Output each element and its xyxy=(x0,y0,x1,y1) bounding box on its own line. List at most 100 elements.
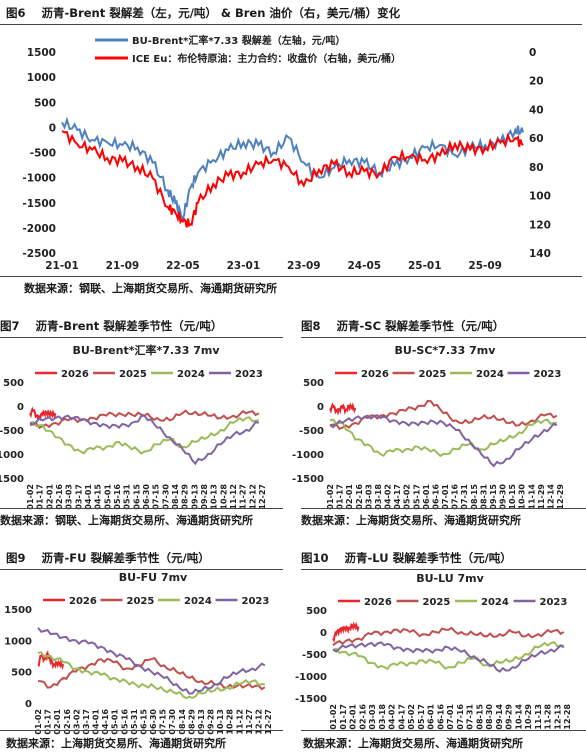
fig7-y-tick: -1000 xyxy=(0,450,24,461)
fig7-source-rule xyxy=(0,508,283,509)
fig8-x-tick: 11-14 xyxy=(527,484,536,510)
fig7-series-line-2026 xyxy=(29,406,57,423)
fig7-y-tick: -1500 xyxy=(0,474,24,485)
fig7-x-tick: 02-01 xyxy=(45,484,54,510)
fig7-legend-label: 2025 xyxy=(119,369,147,380)
fig10-x-tick: 02-16 xyxy=(358,704,367,730)
fig7-x-tick: 08-14 xyxy=(171,484,180,510)
fig7-x-tick: 01-02 xyxy=(26,484,35,510)
fig7-x-tick: 10-28 xyxy=(219,484,228,510)
fig10-chart-title: BU-LU 7mv xyxy=(416,572,484,585)
fig10-legend-label: 2026 xyxy=(364,597,392,608)
fig10-series-line-2026 xyxy=(332,621,360,643)
fig9-x-tick: 03-02 xyxy=(72,709,81,735)
fig8-x-tick: 12-14 xyxy=(546,484,555,510)
fig9-x-tick: 04-01 xyxy=(92,709,101,735)
fig10-x-tick: 05-17 xyxy=(417,704,426,730)
fig9-x-tick: 07-15 xyxy=(159,709,168,735)
fig9-x-tick: 11-12 xyxy=(235,709,244,735)
fig6-source-rule xyxy=(0,276,582,277)
fig6-y-tick-right: 140 xyxy=(529,248,551,260)
fig6-x-tick: 23-01 xyxy=(227,260,261,272)
fig6-source: 数据来源：钢联、上海期货交易所、海通期货研究所 xyxy=(24,282,277,295)
fig8-x-tick: 01-02 xyxy=(326,484,335,510)
fig8-title: 沥青-SC 裂解差季节性（元/吨） xyxy=(336,319,505,333)
fig8-x-tick: 03-03 xyxy=(364,484,373,510)
fig7-x-tick: 05-16 xyxy=(113,484,122,510)
fig6-x-tick: 21-09 xyxy=(106,260,140,272)
fig10-x-tick: 11-28 xyxy=(544,704,553,730)
fig9-chart-title: BU-FU 7mv xyxy=(119,571,188,584)
fig8-x-tick: 09-30 xyxy=(499,484,508,510)
fig10-header-rule xyxy=(301,569,586,570)
fig6-y-tick-left: -500 xyxy=(30,148,56,160)
fig9-x-tick: 01-02 xyxy=(34,709,43,735)
fig8-chart-title: BU-SC*7.33 7mv xyxy=(395,344,497,357)
fig8-label: 图8 xyxy=(301,319,321,333)
fig6-y-tick-left: -1500 xyxy=(22,198,56,210)
fig9-source-rule xyxy=(0,730,283,731)
fig10-x-tick: 07-01 xyxy=(446,704,455,730)
fig6-label: 图6 xyxy=(6,6,26,20)
fig9-series-line-2024 xyxy=(37,651,265,700)
fig6-series-line-2 xyxy=(61,130,524,228)
fig6-x-tick: 25-09 xyxy=(468,260,502,272)
fig6-header: 图6 沥青-Brent 裂解差（左，元/吨） & Bren 油价（右，美元/桶）… xyxy=(6,5,400,21)
fig8-source: 数据来源：上海期货交易所、海通期货研究所 xyxy=(301,514,521,527)
fig7-x-tick: 02-16 xyxy=(55,484,64,510)
fig6-x-tick: 24-05 xyxy=(347,260,381,272)
fig9-x-tick: 02-16 xyxy=(63,709,72,735)
fig10-x-tick: 10-14 xyxy=(514,704,523,730)
fig9-legend-label: 2024 xyxy=(184,596,212,607)
fig7-legend-label: 2026 xyxy=(61,369,89,380)
fig6-y-tick-left: 1500 xyxy=(27,47,56,59)
fig6-x-tick: 22-05 xyxy=(166,260,200,272)
fig9-x-tick: 05-01 xyxy=(111,709,120,735)
fig8-legend-label: 2023 xyxy=(534,369,562,380)
fig10-series-line-2023 xyxy=(332,641,565,673)
fig10-x-tick: 05-02 xyxy=(407,704,416,730)
fig9-x-tick: 08-14 xyxy=(178,709,187,735)
fig7-x-tick: 04-01 xyxy=(84,484,93,510)
fig7-legend-label: 2023 xyxy=(235,369,263,380)
fig9-y-tick: 0 xyxy=(25,699,32,710)
fig10-y-tick: -500 xyxy=(302,650,327,661)
fig8-x-tick: 06-01 xyxy=(422,484,431,510)
fig10-x-tick: 11-13 xyxy=(534,704,543,730)
fig7-x-tick: 07-15 xyxy=(152,484,161,510)
fig8-x-tick: 12-29 xyxy=(556,484,565,510)
fig8-series-line-2023 xyxy=(329,414,558,468)
fig10-x-tick: 08-15 xyxy=(475,704,484,730)
fig9-x-tick: 10-28 xyxy=(226,709,235,735)
fig8-source-rule xyxy=(301,508,586,509)
fig6-legend-label: BU-Brent*汇率*7.33 裂解差（左轴，元/吨） xyxy=(132,34,345,47)
fig7-header-rule xyxy=(0,337,283,338)
fig8-header: 图8 沥青-SC 裂解差季节性（元/吨） xyxy=(301,318,504,334)
fig10-x-tick: 03-03 xyxy=(368,704,377,730)
fig6-title: 沥青-Brent 裂解差（左，元/吨） & Bren 油价（右，美元/桶）变化 xyxy=(41,6,401,20)
fig10-x-tick: 12-28 xyxy=(563,704,572,730)
fig10-x-tick: 09-29 xyxy=(505,704,514,730)
fig7-title: 沥青-Brent 裂解差季节性（元/吨） xyxy=(35,319,223,333)
fig10-x-tick: 07-31 xyxy=(466,704,475,730)
fig9-x-tick: 09-28 xyxy=(207,709,216,735)
fig7-y-tick: 0 xyxy=(17,402,24,413)
fig7-series-line-2025 xyxy=(29,409,260,429)
fig6-x-tick: 23-09 xyxy=(287,260,321,272)
fig6-y-tick-right: 0 xyxy=(529,47,536,59)
fig8-x-tick: 11-29 xyxy=(537,484,546,510)
fig6-y-tick-right: 40 xyxy=(529,104,544,116)
fig9-series-line-2023 xyxy=(37,627,266,695)
fig8-x-tick: 10-15 xyxy=(508,484,517,510)
fig10-legend-label: 2023 xyxy=(540,597,568,608)
fig10-x-tick: 01-17 xyxy=(339,704,348,730)
fig6-y-tick-left: -1000 xyxy=(22,173,56,185)
fig10-source-rule xyxy=(301,730,586,731)
fig6-y-tick-left: 1000 xyxy=(27,72,56,84)
fig10-x-tick: 06-16 xyxy=(436,704,445,730)
fig9-x-tick: 04-16 xyxy=(101,709,110,735)
fig8-x-tick: 08-31 xyxy=(479,484,488,510)
fig8-x-tick: 04-17 xyxy=(393,484,402,510)
fig6-y-tick-right: 60 xyxy=(529,133,544,145)
